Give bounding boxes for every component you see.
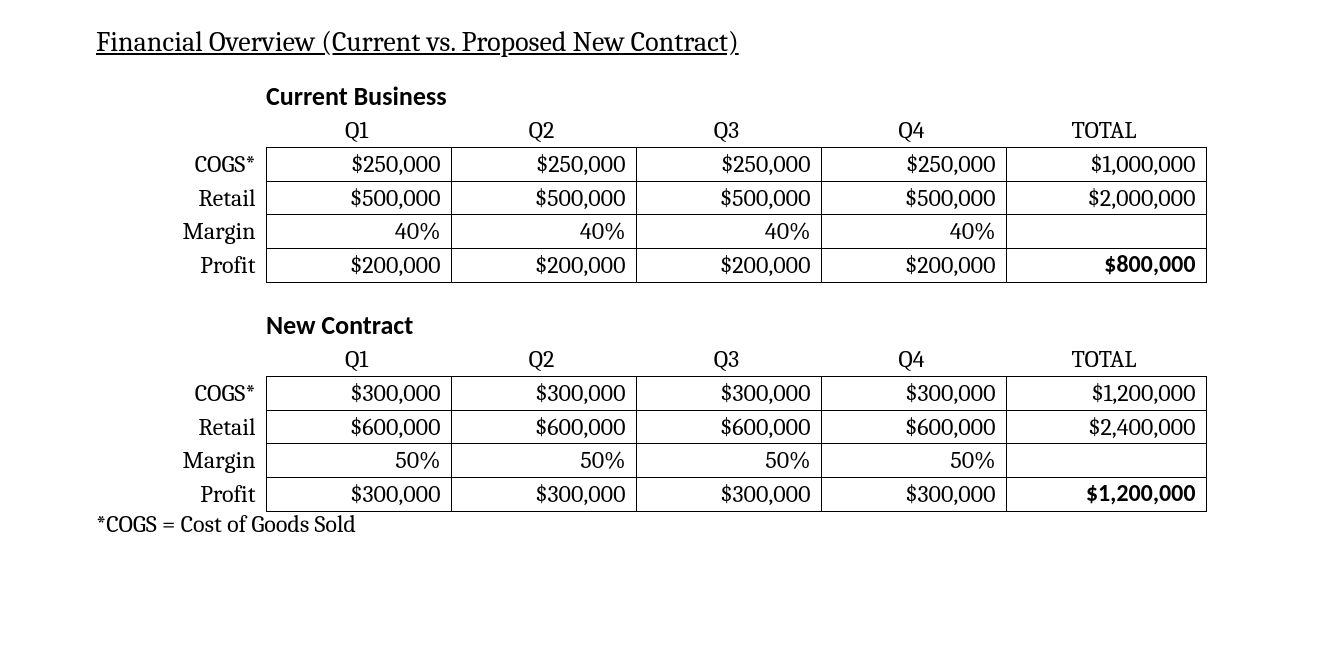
cell-cogs-q4: $300,000 xyxy=(821,376,1006,410)
col-header: Q4 xyxy=(821,343,1006,376)
cell-cogs-q4: $250,000 xyxy=(821,147,1006,181)
col-header-blank xyxy=(96,343,266,376)
col-header: Q3 xyxy=(636,343,821,376)
cell-cogs-q1: $300,000 xyxy=(266,376,451,410)
cell-cogs-q2: $250,000 xyxy=(451,147,636,181)
cell-cogs-q1: $250,000 xyxy=(266,147,451,181)
cell-retail-q3: $600,000 xyxy=(636,410,821,444)
col-header: Q1 xyxy=(266,343,451,376)
row-label: Retail xyxy=(96,410,266,444)
cell-cogs-total: $1,000,000 xyxy=(1006,147,1206,181)
cell-cogs-q2: $300,000 xyxy=(451,376,636,410)
table-row: Q1 Q2 Q3 Q4 TOTAL xyxy=(96,343,1206,376)
col-header: Q3 xyxy=(636,114,821,147)
row-label: Margin xyxy=(96,215,266,249)
section-heading-current: Current Business xyxy=(266,80,1248,112)
cell-profit-q3: $300,000 xyxy=(636,478,821,512)
cell-profit-q1: $300,000 xyxy=(266,478,451,512)
cell-retail-total: $2,000,000 xyxy=(1006,181,1206,215)
cell-profit-q2: $200,000 xyxy=(451,249,636,283)
section-new: New Contract Q1 Q2 Q3 Q4 TOTAL COGS* $30… xyxy=(96,309,1248,512)
table-row: Retail $500,000 $500,000 $500,000 $500,0… xyxy=(96,181,1206,215)
cell-margin-total xyxy=(1006,215,1206,249)
row-label: Retail xyxy=(96,181,266,215)
table-row: COGS* $300,000 $300,000 $300,000 $300,00… xyxy=(96,376,1206,410)
table-current: Q1 Q2 Q3 Q4 TOTAL COGS* $250,000 $250,00… xyxy=(96,114,1207,283)
table-row: Q1 Q2 Q3 Q4 TOTAL xyxy=(96,114,1206,147)
cell-retail-q1: $500,000 xyxy=(266,181,451,215)
row-label: Profit xyxy=(96,249,266,283)
col-header: Q4 xyxy=(821,114,1006,147)
cell-margin-q3: 50% xyxy=(636,444,821,478)
table-row: Margin 40% 40% 40% 40% xyxy=(96,215,1206,249)
cell-margin-q4: 50% xyxy=(821,444,1006,478)
cell-cogs-q3: $250,000 xyxy=(636,147,821,181)
cell-margin-q4: 40% xyxy=(821,215,1006,249)
cell-profit-q1: $200,000 xyxy=(266,249,451,283)
page: Financial Overview (Current vs. Proposed… xyxy=(0,0,1344,648)
cell-margin-q1: 40% xyxy=(266,215,451,249)
row-label: Profit xyxy=(96,478,266,512)
cell-retail-q4: $500,000 xyxy=(821,181,1006,215)
cell-retail-q4: $600,000 xyxy=(821,410,1006,444)
cell-profit-total: $800,000 xyxy=(1006,249,1206,283)
cell-cogs-total: $1,200,000 xyxy=(1006,376,1206,410)
cell-margin-total xyxy=(1006,444,1206,478)
section-current: Current Business Q1 Q2 Q3 Q4 TOTAL COGS*… xyxy=(96,80,1248,283)
col-header: TOTAL xyxy=(1006,114,1206,147)
cell-margin-q1: 50% xyxy=(266,444,451,478)
col-header: TOTAL xyxy=(1006,343,1206,376)
col-header: Q1 xyxy=(266,114,451,147)
cell-profit-q4: $200,000 xyxy=(821,249,1006,283)
table-row: Profit $300,000 $300,000 $300,000 $300,0… xyxy=(96,478,1206,512)
cell-profit-total: $1,200,000 xyxy=(1006,478,1206,512)
cell-retail-q2: $600,000 xyxy=(451,410,636,444)
section-heading-new: New Contract xyxy=(266,309,1248,341)
cell-margin-q3: 40% xyxy=(636,215,821,249)
col-header: Q2 xyxy=(451,114,636,147)
table-row: Margin 50% 50% 50% 50% xyxy=(96,444,1206,478)
cell-cogs-q3: $300,000 xyxy=(636,376,821,410)
table-row: Profit $200,000 $200,000 $200,000 $200,0… xyxy=(96,249,1206,283)
cell-retail-q1: $600,000 xyxy=(266,410,451,444)
cell-margin-q2: 40% xyxy=(451,215,636,249)
cell-profit-q3: $200,000 xyxy=(636,249,821,283)
cell-retail-q2: $500,000 xyxy=(451,181,636,215)
footnote: *COGS = Cost of Goods Sold xyxy=(96,510,1248,538)
col-header: Q2 xyxy=(451,343,636,376)
cell-profit-q2: $300,000 xyxy=(451,478,636,512)
row-label: COGS* xyxy=(96,147,266,181)
table-new: Q1 Q2 Q3 Q4 TOTAL COGS* $300,000 $300,00… xyxy=(96,343,1207,512)
row-label: Margin xyxy=(96,444,266,478)
cell-profit-q4: $300,000 xyxy=(821,478,1006,512)
col-header-blank xyxy=(96,114,266,147)
row-label: COGS* xyxy=(96,376,266,410)
cell-margin-q2: 50% xyxy=(451,444,636,478)
cell-retail-q3: $500,000 xyxy=(636,181,821,215)
table-row: COGS* $250,000 $250,000 $250,000 $250,00… xyxy=(96,147,1206,181)
cell-retail-total: $2,400,000 xyxy=(1006,410,1206,444)
table-row: Retail $600,000 $600,000 $600,000 $600,0… xyxy=(96,410,1206,444)
page-title: Financial Overview (Current vs. Proposed… xyxy=(96,26,1248,58)
